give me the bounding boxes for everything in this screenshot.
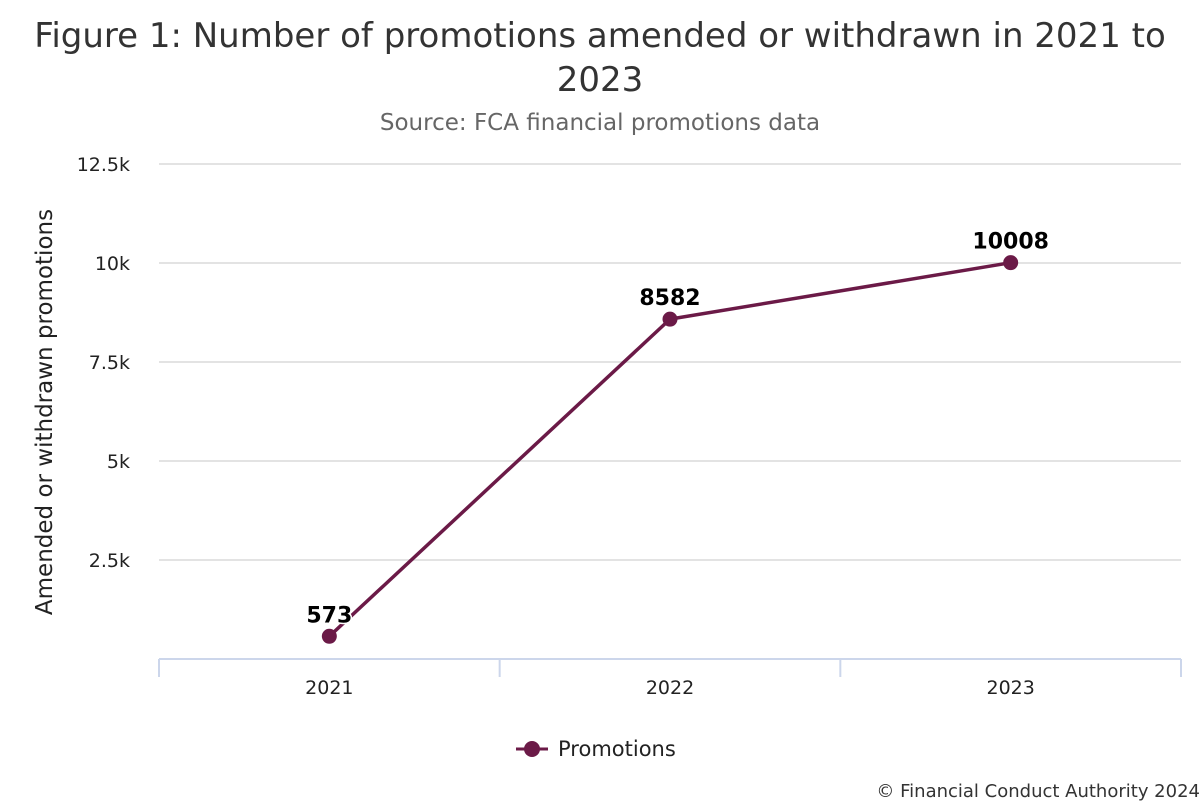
data-point[interactable] <box>1003 255 1019 271</box>
y-tick-label: 12.5k <box>77 154 130 176</box>
data-point[interactable] <box>662 311 678 327</box>
data-label: 8582 <box>639 286 700 311</box>
y-axis-label: Amended or withdrawn promotions <box>32 209 58 615</box>
y-tick-label: 5k <box>107 451 130 473</box>
data-labels: 573 8582 10008 <box>305 228 1051 630</box>
x-axis: 2021 2022 2023 <box>158 658 1182 699</box>
series-promotions[interactable] <box>321 255 1019 644</box>
data-label: 573 <box>306 603 352 628</box>
x-tick-label: 2021 <box>305 677 353 699</box>
credit-text: © Financial Conduct Authority 2024 <box>876 781 1200 802</box>
y-tick-label: 7.5k <box>89 352 130 374</box>
y-axis: 2.5k 5k 7.5k 10k 12.5k <box>77 154 130 572</box>
legend[interactable]: Promotions <box>516 737 676 761</box>
data-label: 10008 <box>972 230 1049 255</box>
y-tick-label: 2.5k <box>89 550 130 572</box>
data-point[interactable] <box>321 628 337 644</box>
gridlines <box>159 163 1181 561</box>
chart-subtitle: Source: FCA financial promotions data <box>379 110 821 136</box>
legend-marker-swatch <box>524 741 540 757</box>
x-tick-label: 2022 <box>646 677 694 699</box>
chart-title: Figure 1: Number of promotions amended o… <box>34 16 1166 100</box>
legend-label-promotions: Promotions <box>558 737 676 761</box>
x-tick-label: 2023 <box>986 677 1034 699</box>
y-tick-label: 10k <box>95 253 130 275</box>
